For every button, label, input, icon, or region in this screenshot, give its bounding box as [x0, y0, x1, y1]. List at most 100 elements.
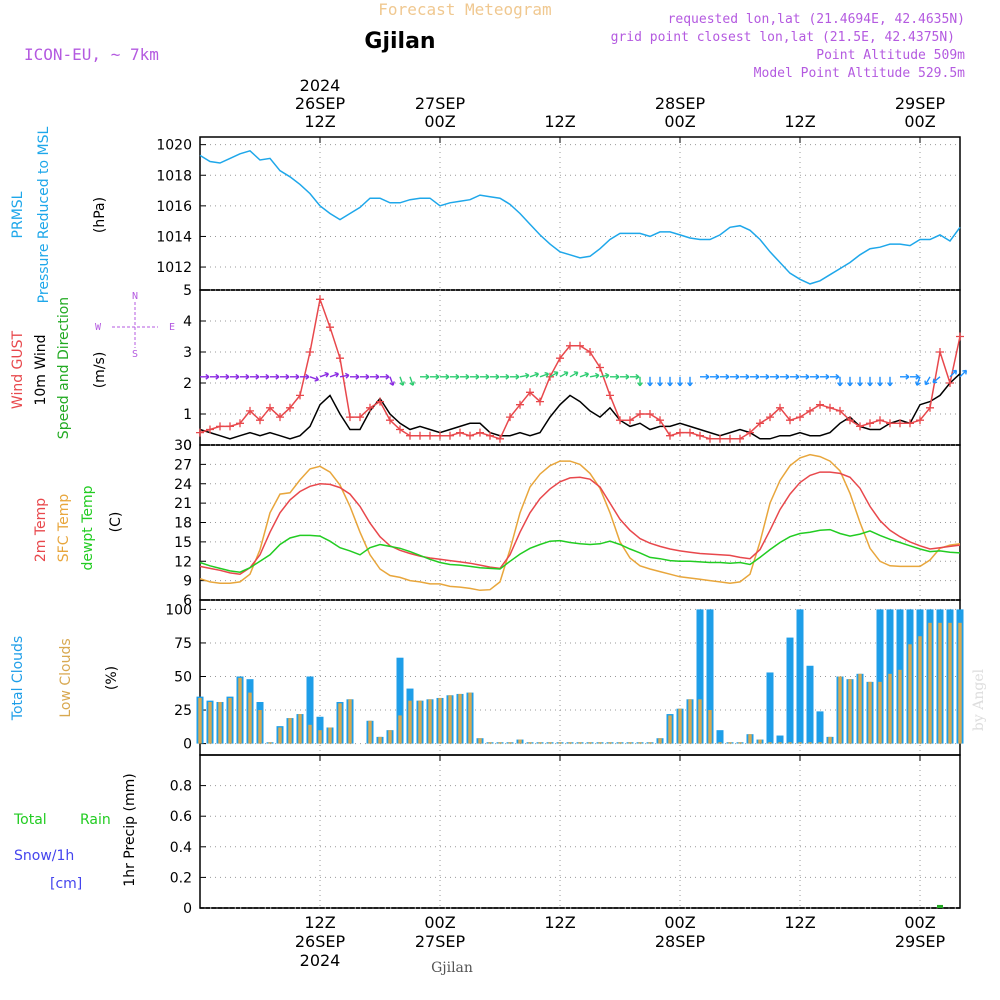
- ytick-label-pressure-4: 1020: [156, 138, 192, 154]
- gust-marker-54: [736, 434, 744, 443]
- wind-arrowhead-23: [435, 373, 440, 380]
- low-cloud-bar-13: [328, 727, 332, 744]
- ytick-label-precip-3: 0.6: [170, 809, 192, 825]
- wind-arrowhead-66: [857, 382, 863, 387]
- cloud-labels: Total Clouds Low Clouds (%): [10, 636, 120, 721]
- low-cloud-bar-71: [908, 644, 912, 744]
- cloud-bars: [196, 609, 964, 744]
- ytick-label-wind-2: 2: [183, 376, 192, 392]
- wind-arrowhead-4: [245, 373, 250, 380]
- bottom-day-0: 26SEP: [295, 932, 346, 951]
- low-cloud-bar-14: [338, 703, 342, 744]
- gust-marker-50: [696, 431, 704, 440]
- low-cloud-bar-38: [578, 742, 582, 744]
- wind-arrowhead-30: [505, 373, 510, 380]
- top-day-3: 28SEP: [655, 94, 706, 113]
- wind-arrowhead-22: [425, 373, 430, 380]
- top-hour-2: 12Z: [544, 112, 575, 131]
- compass-w: W: [95, 322, 102, 333]
- low-cloud-bar-60: [798, 742, 802, 744]
- time-tick-labels: 202426SEP12Z12Z26SEP202427SEP00Z00Z27SEP…: [295, 76, 946, 970]
- low-cloud-bar-1: [208, 701, 212, 744]
- gust-marker-14: [336, 354, 344, 363]
- wind-arrowhead-71: [915, 373, 920, 380]
- wind-arrow-40: [599, 374, 609, 378]
- wind-arrowhead-8: [285, 373, 290, 380]
- low-cloud-bar-39: [588, 742, 592, 744]
- gust-marker-48: [676, 428, 684, 437]
- prmsl-label: PRMSL: [10, 191, 26, 238]
- point-altitude: Point Altitude 509m: [816, 48, 965, 63]
- low-cloud-bar-40: [598, 742, 602, 744]
- wind-arrowhead-0: [205, 373, 210, 380]
- gust-marker-36: [556, 354, 564, 363]
- wind-arrowhead-21: [409, 381, 415, 386]
- wind-speed-line: [199, 373, 961, 440]
- gust-marker-15: [346, 413, 354, 422]
- wind-arrow-72: [916, 376, 921, 386]
- wind-arrowhead-15: [355, 373, 360, 380]
- gust-marker-4: [236, 419, 244, 428]
- wind-arrowhead-76: [962, 369, 968, 375]
- wind-arrowhead-20: [399, 381, 405, 386]
- low-cloud-bar-75: [948, 622, 952, 744]
- gust-marker-7: [266, 403, 274, 412]
- top-day-1: 27SEP: [415, 94, 466, 113]
- ytick-label-temp-5: 21: [174, 496, 192, 512]
- gust-marker-51: [706, 434, 714, 443]
- temperature-series: [199, 453, 961, 592]
- low-cloud-bar-23: [428, 699, 432, 744]
- low-cloud-bar-27: [468, 692, 472, 744]
- ytick-label-pressure-1: 1014: [156, 229, 192, 245]
- gust-marker-45: [646, 410, 654, 418]
- wind-arrow-14: [339, 374, 349, 378]
- gust-marker-16: [356, 413, 364, 422]
- wind-arrow-12: [319, 373, 329, 378]
- gust-marker-66: [856, 422, 864, 431]
- top-hour-0: 12Z: [304, 112, 335, 131]
- low-cloud-bar-46: [658, 738, 662, 744]
- pressure-labels: PRMSL Pressure Reduced to MSL (hPa): [10, 126, 108, 303]
- wind-arrowhead-69: [887, 382, 893, 387]
- ytick-label-precip-0: 0: [183, 901, 192, 917]
- total-cloud-bar-11: [306, 676, 314, 744]
- wind-arrowhead-27: [475, 373, 480, 380]
- low-cloud-bar-31: [508, 742, 512, 744]
- wind-arrowhead-28: [485, 373, 490, 380]
- ytick-label-temp-6: 24: [174, 477, 192, 493]
- wind-unit: (m/s): [92, 352, 108, 389]
- top-hour-3: 00Z: [664, 112, 695, 131]
- wind-arrowhead-46: [657, 382, 663, 387]
- top-year-0: 2024: [300, 76, 341, 95]
- bottom-hour-0: 12Z: [304, 913, 335, 932]
- low-cloud-bar-8: [278, 727, 282, 744]
- wind-arrowhead-65: [847, 382, 853, 387]
- gust-marker-53: [726, 434, 734, 443]
- ytick-label-pressure-3: 1018: [156, 168, 192, 184]
- low-cloud-bar-51: [708, 710, 712, 744]
- low-cloud-bar-67: [868, 681, 872, 744]
- ytick-label-pressure-0: 1012: [156, 260, 192, 276]
- gust-marker-69: [886, 419, 894, 428]
- wind-arrowhead-72: [915, 381, 921, 386]
- gust-marker-3: [226, 422, 234, 431]
- t2m-label: 2m Temp: [33, 498, 49, 562]
- wind-arrow-33: [529, 373, 539, 378]
- gust-label: Wind GUST: [10, 330, 26, 409]
- gust-marker-56: [756, 419, 764, 428]
- wind-arrow-34: [539, 373, 549, 378]
- low-cloud-bar-45: [648, 742, 652, 744]
- wind-arrowhead-40: [604, 372, 610, 379]
- wind-arrowhead-38: [584, 371, 590, 378]
- bottom-hour-3: 00Z: [664, 913, 695, 932]
- wind-arrowhead-60: [805, 373, 810, 380]
- low-cloud-bar-29: [488, 742, 492, 744]
- low-cloud-bar-7: [268, 742, 272, 744]
- low-cloud-bar-65: [848, 679, 852, 744]
- low-cloud-bar-43: [628, 742, 632, 744]
- low-cloud-bar-66: [858, 673, 862, 744]
- low-cloud-bar-48: [678, 708, 682, 744]
- low-cloud-bar-33: [528, 742, 532, 744]
- low-cloud-bar-72: [918, 636, 922, 744]
- footer-location: Gjilan: [431, 960, 473, 976]
